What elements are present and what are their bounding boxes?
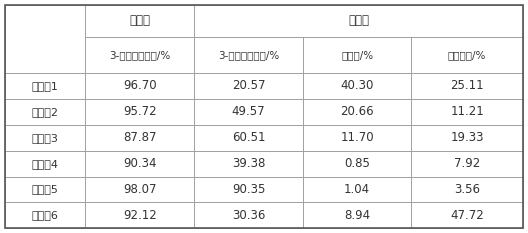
Text: 实施例3: 实施例3 [32, 133, 59, 143]
Bar [411, 99, 523, 125]
Text: 25.11: 25.11 [450, 79, 484, 92]
Text: 47.72: 47.72 [450, 209, 484, 222]
Bar [194, 151, 303, 177]
Bar [303, 151, 411, 177]
Bar [5, 202, 86, 228]
Text: 8.94: 8.94 [344, 209, 370, 222]
Text: 0.85: 0.85 [344, 157, 370, 170]
Text: 49.57: 49.57 [232, 105, 265, 118]
Bar [86, 99, 194, 125]
Bar [86, 37, 194, 73]
Bar [303, 177, 411, 202]
Bar [194, 125, 303, 151]
Text: 正丙醇/%: 正丙醇/% [341, 50, 373, 60]
Text: 11.70: 11.70 [341, 131, 374, 144]
Text: 30.36: 30.36 [232, 209, 265, 222]
Bar [86, 5, 194, 37]
Text: 7.92: 7.92 [454, 157, 480, 170]
Text: 实施例5: 实施例5 [32, 185, 59, 195]
Bar [303, 202, 411, 228]
Bar [5, 177, 86, 202]
Bar [86, 177, 194, 202]
Bar [5, 125, 86, 151]
Bar [5, 73, 86, 99]
Text: 1.04: 1.04 [344, 183, 370, 196]
Bar [5, 5, 86, 73]
Text: 98.07: 98.07 [123, 183, 157, 196]
Bar [411, 177, 523, 202]
Text: 87.87: 87.87 [123, 131, 157, 144]
Bar [194, 177, 303, 202]
Text: 20.57: 20.57 [232, 79, 265, 92]
Text: 40.30: 40.30 [341, 79, 374, 92]
Bar [194, 202, 303, 228]
Bar [5, 99, 86, 125]
Bar [194, 37, 303, 73]
Bar [411, 125, 523, 151]
Bar [411, 73, 523, 99]
Text: 转化率: 转化率 [129, 14, 150, 27]
Text: 3.56: 3.56 [454, 183, 480, 196]
Bar [86, 73, 194, 99]
Bar [194, 99, 303, 125]
Text: 90.34: 90.34 [123, 157, 157, 170]
Bar [194, 5, 523, 37]
Bar [303, 125, 411, 151]
Text: 19.33: 19.33 [450, 131, 484, 144]
Bar [411, 151, 523, 177]
Text: 实施例1: 实施例1 [32, 81, 59, 91]
Text: 选择性: 选择性 [348, 14, 369, 27]
Bar [194, 73, 303, 99]
Text: 39.38: 39.38 [232, 157, 265, 170]
Bar [5, 151, 86, 177]
Text: 20.66: 20.66 [341, 105, 374, 118]
Text: 3-羟基丙酸甲黷/%: 3-羟基丙酸甲黷/% [109, 50, 171, 60]
Text: 丙酸甲黷/%: 丙酸甲黷/% [448, 50, 486, 60]
Text: 95.72: 95.72 [123, 105, 157, 118]
Bar [411, 202, 523, 228]
Bar [86, 125, 194, 151]
Bar [303, 73, 411, 99]
Text: 60.51: 60.51 [232, 131, 265, 144]
Bar [86, 151, 194, 177]
Text: 实施例4: 实施例4 [32, 159, 59, 168]
Text: 实施例6: 实施例6 [32, 210, 59, 220]
Text: 3-羟基丙酸甲黷/%: 3-羟基丙酸甲黷/% [218, 50, 279, 60]
Text: 90.35: 90.35 [232, 183, 265, 196]
Text: 92.12: 92.12 [123, 209, 157, 222]
Bar [303, 99, 411, 125]
Text: 11.21: 11.21 [450, 105, 484, 118]
Text: 实施例2: 实施例2 [32, 107, 59, 117]
Bar [86, 202, 194, 228]
Text: 96.70: 96.70 [123, 79, 157, 92]
Bar [411, 37, 523, 73]
Bar [303, 37, 411, 73]
